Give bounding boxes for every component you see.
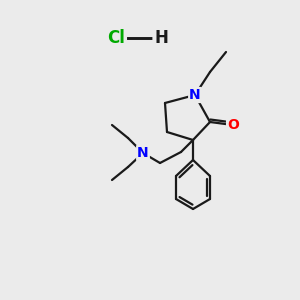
Text: N: N [189,88,201,102]
Text: N: N [137,146,149,160]
Text: O: O [227,118,239,132]
Text: H: H [154,29,168,47]
Text: Cl: Cl [107,29,125,47]
